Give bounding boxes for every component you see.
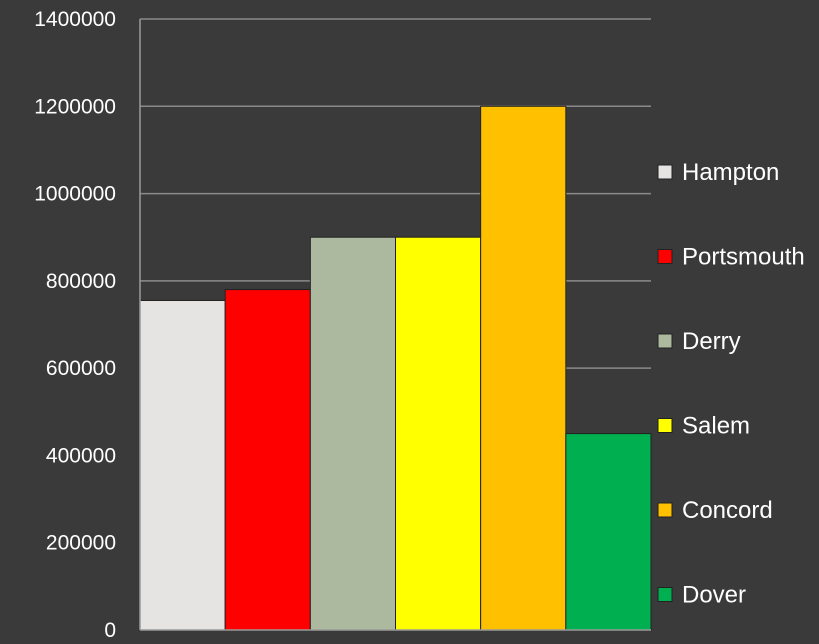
bar-hampton: [139, 299, 226, 631]
y-tick-label: 600000: [46, 357, 116, 380]
y-tick-label: 1000000: [34, 183, 116, 206]
y-tick-label: 400000: [46, 444, 116, 467]
legend-label-concord: Concord: [682, 497, 773, 524]
legend-swatch-portsmouth: [657, 249, 673, 264]
legend-label-derry: Derry: [682, 328, 741, 355]
legend-swatch-dover: [657, 587, 673, 602]
y-tick-label: 200000: [46, 532, 116, 555]
y-tick-label: 800000: [46, 270, 116, 293]
legend-swatch-hampton: [657, 164, 673, 180]
bar-concord: [480, 105, 567, 631]
legend-label-portsmouth: Portsmouth: [682, 244, 805, 271]
bar-salem: [395, 236, 482, 631]
y-tick-label: 0: [104, 619, 116, 642]
bar-portsmouth: [224, 289, 311, 631]
y-tick-label: 1200000: [34, 95, 116, 118]
bar-dover: [565, 433, 652, 631]
legend-swatch-derry: [657, 333, 673, 349]
legend: Hampton Portsmouth Derry Salem Concord Dover: [657, 159, 805, 609]
legend-label-dover: Dover: [682, 582, 746, 609]
legend-label-salem: Salem: [682, 413, 750, 440]
legend-swatch-concord: [657, 502, 673, 518]
bar-derry: [309, 236, 397, 631]
legend-swatch-salem: [657, 418, 673, 433]
legend-label-hampton: Hampton: [682, 159, 779, 186]
y-axis: 0 200000 400000 600000 800000 1000000 1200000 1…: [34, 8, 651, 642]
bars: [139, 105, 652, 631]
y-tick-label: 1400000: [34, 8, 116, 31]
